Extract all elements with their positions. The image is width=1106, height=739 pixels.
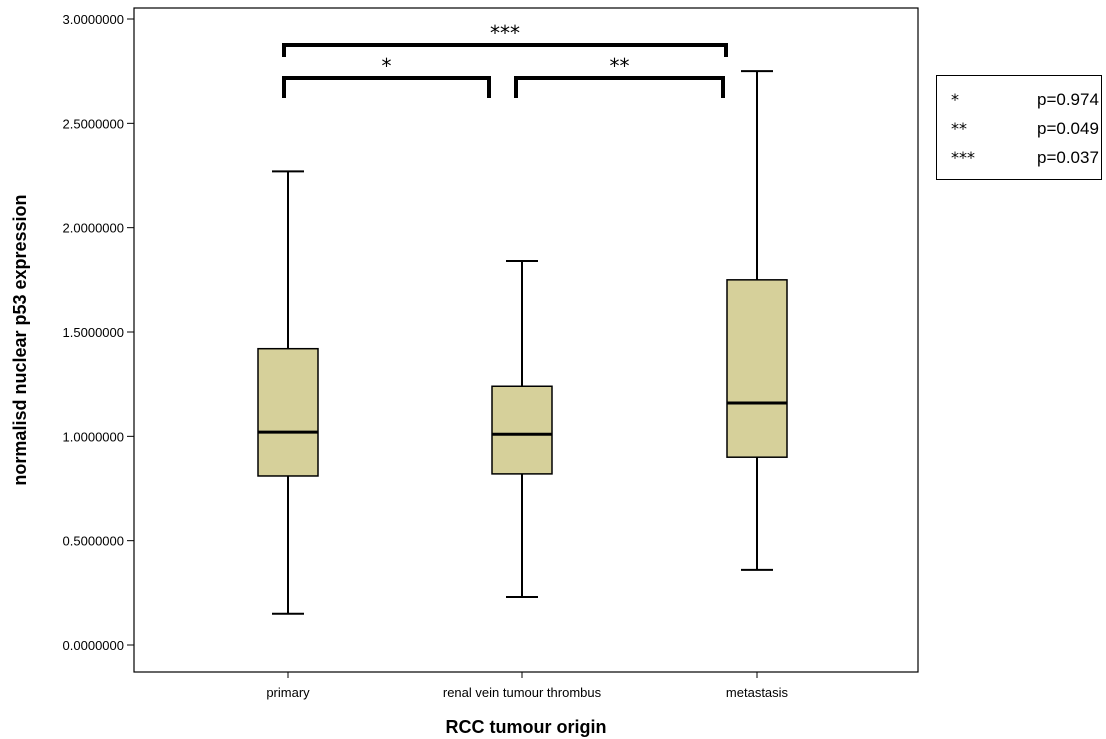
y-axis: 0.0000000 0.5000000 1.0000000 1.5000000 2.00… [63, 12, 134, 653]
bracket-line [282, 76, 491, 98]
legend-p-value: p=0.037 [1037, 148, 1099, 167]
box-group [257, 170, 319, 615]
iqr-box [726, 279, 788, 458]
y-tick-label: 1.5000000 [63, 325, 124, 340]
y-axis-title: normalisd nuclear p53 expression [10, 194, 30, 485]
y-tick-label: 1.0000000 [63, 429, 124, 444]
legend-row: ** p=0.049 [951, 119, 1101, 145]
bracket-line [282, 43, 728, 57]
significance-brackets: * ***** [282, 21, 728, 98]
legend-p-value: p=0.974 [1037, 90, 1099, 109]
box-group [491, 260, 553, 599]
significance-bracket: * [282, 54, 491, 98]
x-axis: primary renal vein tumour thrombus metasta… [266, 672, 789, 700]
legend-row: *** p=0.037 [951, 148, 1101, 174]
boxes [257, 70, 788, 615]
bracket-line [514, 76, 725, 98]
y-tick-label: 2.0000000 [63, 221, 124, 236]
significance-bracket: ** [514, 54, 725, 98]
y-tick-label: 3.0000000 [63, 12, 124, 27]
legend-symbol: *** [951, 148, 975, 167]
iqr-box [491, 385, 553, 475]
x-tick-label: renal vein tumour thrombus [443, 685, 602, 700]
legend-symbol: ** [951, 119, 967, 138]
significance-bracket: *** [282, 21, 728, 57]
significance-label: ** [610, 54, 630, 78]
significance-label: * [382, 54, 392, 78]
significance-label: *** [490, 21, 520, 45]
y-tick-label: 2.5000000 [63, 116, 124, 131]
y-tick-label: 0.0000000 [63, 638, 124, 653]
legend-row: * p=0.974 [951, 90, 1101, 116]
box-group [726, 70, 788, 571]
y-tick-label: 0.5000000 [63, 534, 124, 549]
plot-area [133, 7, 919, 673]
x-tick-label: primary [266, 685, 310, 700]
x-axis-title: RCC tumour origin [446, 717, 607, 737]
legend-p-value: p=0.049 [1037, 119, 1099, 138]
p-value-legend: * p=0.974 ** p=0.049 *** p=0.037 [936, 75, 1102, 180]
iqr-box [257, 347, 319, 477]
legend-symbol: * [951, 90, 959, 109]
x-tick-label: metastasis [726, 685, 789, 700]
